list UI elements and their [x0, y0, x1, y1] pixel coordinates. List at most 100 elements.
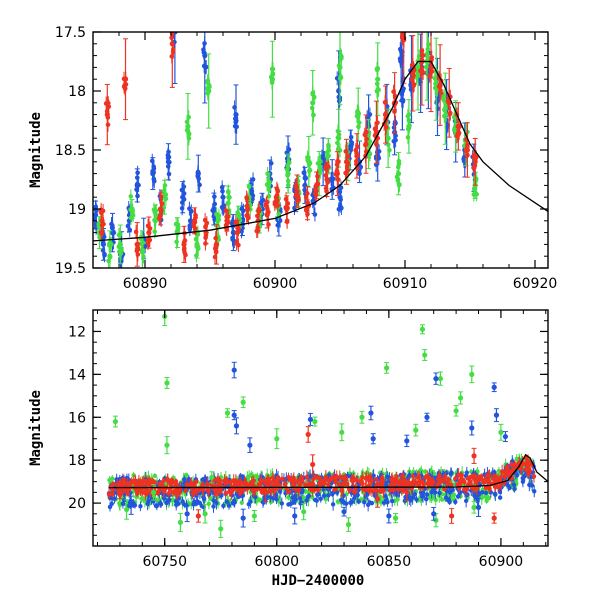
- cluster-point: [195, 174, 201, 179]
- cluster-point: [429, 55, 435, 60]
- band-point: [231, 498, 237, 503]
- band-point: [286, 495, 291, 500]
- cluster-point: [285, 173, 290, 178]
- cluster-point: [181, 247, 187, 253]
- cluster-point: [186, 130, 191, 136]
- cluster-point: [296, 195, 301, 200]
- cluster-point: [98, 230, 104, 235]
- cluster-point: [338, 185, 344, 190]
- band-point: [157, 501, 163, 506]
- y-tick-label: 18: [68, 84, 86, 100]
- cluster-point: [364, 136, 369, 142]
- cluster-point: [128, 194, 134, 199]
- cluster-point: [212, 194, 217, 199]
- cluster-point: [102, 252, 107, 258]
- band-point: [106, 492, 112, 497]
- cluster-point: [163, 196, 169, 202]
- band-point: [355, 492, 360, 498]
- cluster-point: [285, 178, 291, 184]
- band-point: [138, 504, 143, 509]
- cluster-point: [205, 91, 211, 96]
- band-point: [395, 497, 400, 502]
- band-point: [184, 503, 189, 508]
- band-point: [352, 495, 357, 501]
- band-point: [424, 492, 430, 497]
- cluster-point: [336, 132, 342, 137]
- cluster-point: [135, 170, 140, 176]
- band-point: [410, 474, 416, 479]
- cluster-point: [375, 120, 380, 126]
- x-tick-label: 60920: [513, 276, 558, 292]
- cluster-point: [216, 217, 222, 222]
- cluster-point: [472, 163, 478, 168]
- cluster-point: [395, 164, 401, 170]
- top-panel: 60890 60900 60910 60920 17.5 18 18.5 19 19.5 Mag…: [28, 25, 558, 292]
- cluster-point: [179, 205, 185, 211]
- band-point: [433, 497, 438, 503]
- cluster-point: [158, 213, 163, 219]
- cluster-point: [445, 98, 451, 104]
- band-point: [223, 490, 228, 496]
- cluster-point: [173, 25, 178, 30]
- cluster-point: [383, 100, 388, 105]
- cluster-point: [187, 223, 193, 228]
- band-point: [360, 475, 365, 480]
- x-tick-label: 60900: [253, 276, 298, 292]
- cluster-point: [166, 171, 172, 177]
- cluster-point: [318, 159, 323, 164]
- band-point: [485, 494, 490, 500]
- band-point: [472, 493, 477, 498]
- cluster-point: [193, 215, 198, 220]
- band-point: [154, 503, 160, 509]
- cluster-point: [174, 229, 180, 234]
- cluster-point: [224, 214, 229, 220]
- band-point: [107, 504, 113, 510]
- cluster-point: [184, 119, 190, 125]
- cluster-point: [357, 120, 362, 125]
- band-point: [288, 501, 293, 507]
- cluster-point: [233, 220, 239, 225]
- bottom-dense-band: [106, 453, 537, 514]
- cluster-point: [169, 54, 175, 59]
- cluster-point: [266, 222, 271, 227]
- cluster-point: [367, 152, 373, 157]
- band-point: [423, 469, 428, 474]
- cluster-point: [167, 159, 172, 165]
- cluster-point: [141, 254, 146, 259]
- cluster-point: [203, 223, 209, 229]
- band-point: [318, 496, 323, 501]
- cluster-point: [118, 244, 123, 249]
- band-point: [464, 470, 470, 475]
- band-point: [480, 490, 485, 495]
- band-point: [271, 496, 276, 501]
- cluster-point: [336, 146, 341, 151]
- band-point: [136, 478, 142, 483]
- band-point: [109, 495, 115, 501]
- band-point: [330, 491, 335, 497]
- cluster-point: [425, 46, 431, 52]
- cluster-point: [312, 212, 318, 217]
- cluster-point: [118, 250, 124, 256]
- band-point: [238, 490, 243, 496]
- cluster-point: [220, 188, 225, 194]
- cluster-point: [171, 27, 176, 32]
- y-tick-label: 19.5: [55, 261, 86, 277]
- cluster-point: [363, 129, 369, 135]
- cluster-point: [443, 112, 449, 117]
- cluster-point: [345, 168, 351, 173]
- band-point: [290, 495, 295, 500]
- cluster-point: [110, 225, 115, 230]
- band-point: [152, 473, 158, 478]
- cluster-point: [429, 65, 435, 70]
- cluster-point: [411, 83, 416, 89]
- band-point: [248, 499, 253, 504]
- band-point: [326, 482, 331, 487]
- band-point: [462, 479, 467, 485]
- cluster-point: [456, 132, 461, 138]
- band-point: [117, 501, 122, 506]
- cluster-point: [452, 127, 458, 133]
- cluster-point: [310, 91, 315, 97]
- cluster-point: [304, 207, 309, 212]
- top-plot-area: [93, 32, 548, 268]
- cluster-point: [181, 197, 187, 202]
